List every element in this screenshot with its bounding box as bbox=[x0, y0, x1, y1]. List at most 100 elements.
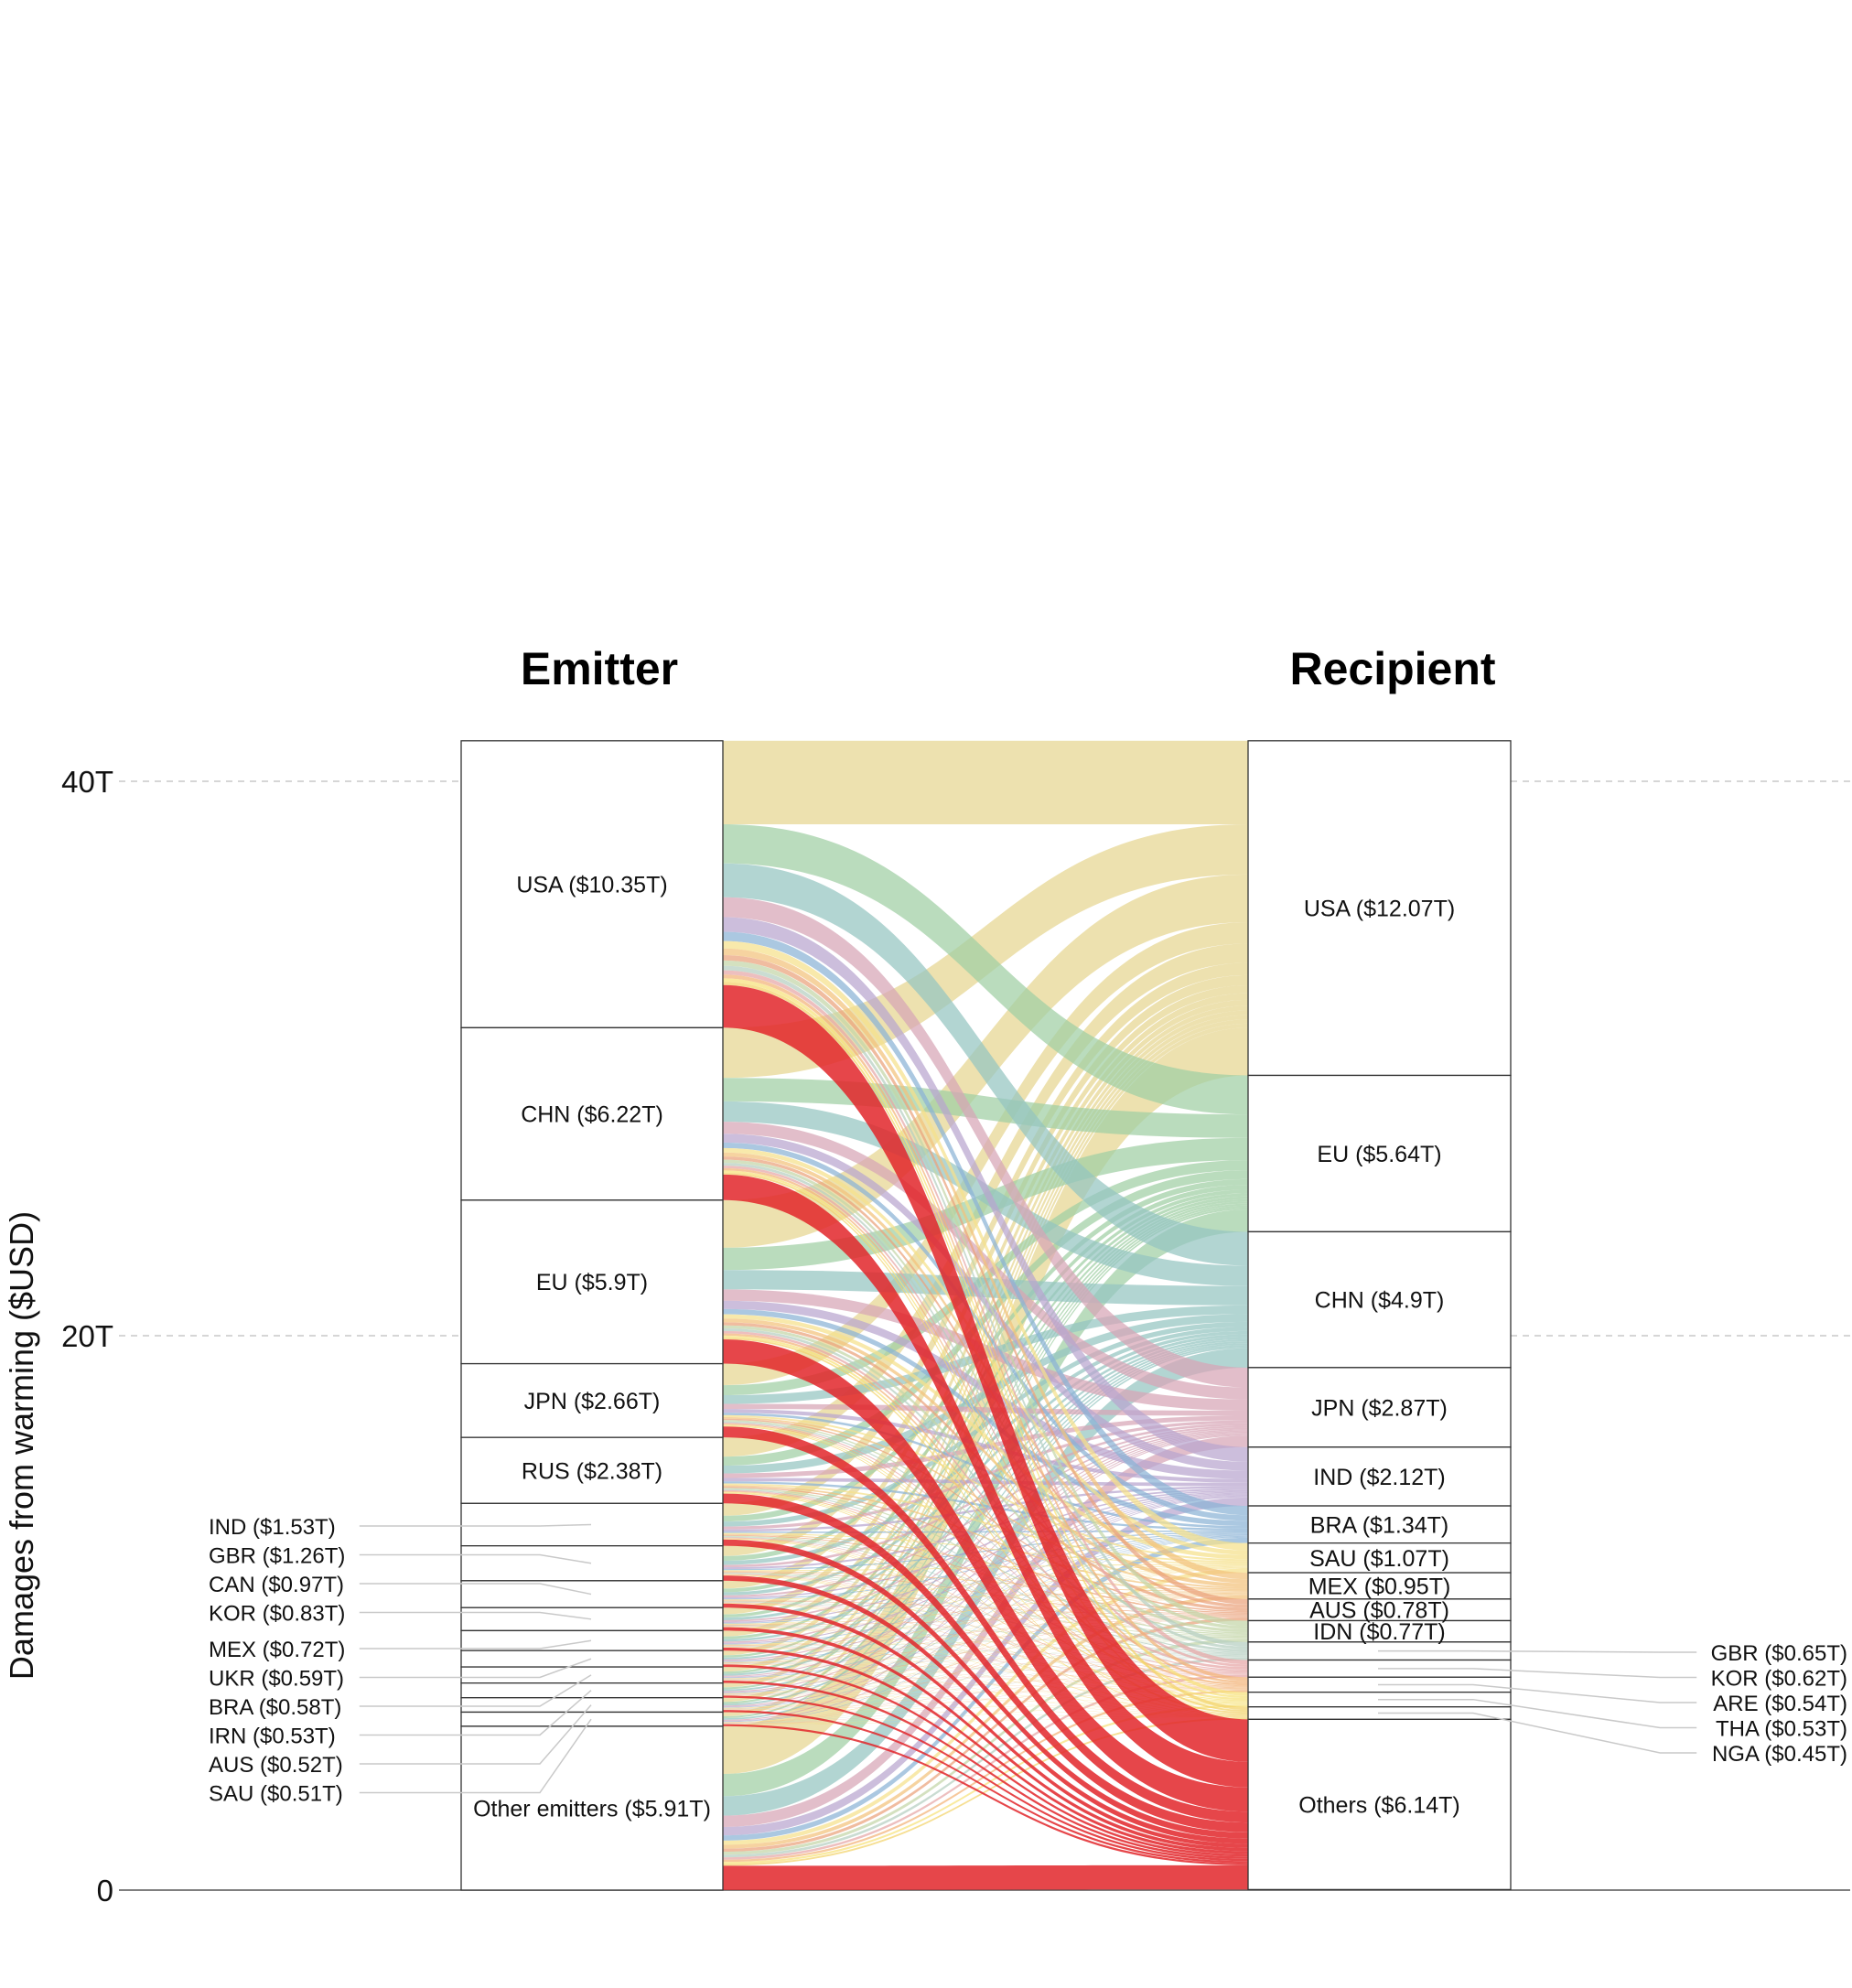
flow-mex-to-idn bbox=[723, 1637, 1248, 1647]
emitter-label-eu: EU ($5.9T) bbox=[536, 1270, 648, 1295]
flow-sau-to-idn bbox=[723, 1639, 1248, 1724]
flow-bra-to-mex bbox=[723, 1594, 1248, 1680]
flow-usa-to-others bbox=[723, 984, 1248, 1762]
flow-other-to-kor bbox=[723, 1674, 1248, 1860]
flow-chn-to-jpn bbox=[723, 1122, 1248, 1400]
flow-eu-to-are bbox=[723, 1333, 1248, 1686]
flow-bra-to-kor bbox=[723, 1673, 1248, 1681]
emitter-node-gbr bbox=[460, 1545, 724, 1582]
flow-mex-to-sau bbox=[723, 1565, 1248, 1646]
flow-gbr-to-nga bbox=[723, 1574, 1248, 1716]
recipient-node-sau bbox=[1247, 1542, 1512, 1574]
recipient-node-others bbox=[1247, 1718, 1512, 1891]
flow-eu-to-sau bbox=[723, 1314, 1248, 1560]
flow-jpn-to-kor bbox=[723, 1423, 1248, 1671]
flow-sau-to-chn bbox=[723, 1346, 1248, 1720]
flow-mex-to-others bbox=[723, 1647, 1248, 1854]
recipient-side-label-are: ARE ($0.54T) bbox=[1713, 1692, 1847, 1716]
flow-bra-to-usa bbox=[723, 1010, 1248, 1672]
flow-usa-to-idn bbox=[723, 960, 1248, 1627]
flow-mex-to-bra bbox=[723, 1534, 1248, 1645]
flow-irn-to-ind bbox=[723, 1495, 1248, 1693]
emitter-leader-irn bbox=[359, 1690, 592, 1736]
flow-jpn-to-tha bbox=[723, 1424, 1248, 1702]
flow-bra-to-bra bbox=[723, 1535, 1248, 1679]
flow-chn-to-kor bbox=[723, 1166, 1248, 1668]
flow-eu-to-kor bbox=[723, 1330, 1248, 1670]
recipient-leader-kor bbox=[1378, 1668, 1697, 1679]
flow-irn-to-others bbox=[723, 1695, 1248, 1862]
flow-mex-to-tha bbox=[723, 1647, 1248, 1704]
flow-kor-to-mex bbox=[723, 1592, 1248, 1626]
flow-eu-to-mex bbox=[723, 1318, 1248, 1587]
flow-kor-to-kor bbox=[723, 1626, 1248, 1674]
flow-aus-to-are bbox=[723, 1689, 1248, 1710]
flow-eu-to-others bbox=[723, 1339, 1248, 1812]
emitter-label-jpn: JPN ($2.66T) bbox=[524, 1389, 661, 1414]
flow-mex-to-are bbox=[723, 1647, 1248, 1690]
recipient-node-jpn bbox=[1247, 1367, 1512, 1448]
flow-usa-to-nga bbox=[723, 982, 1248, 1711]
emitter-node-bra bbox=[460, 1666, 724, 1684]
flow-can-to-tha bbox=[723, 1603, 1248, 1703]
flow-irn-to-sau bbox=[723, 1567, 1248, 1694]
flow-can-to-others bbox=[723, 1603, 1248, 1848]
emitter-side-label-mex: MEX ($0.72T) bbox=[209, 1638, 345, 1662]
flow-aus-to-sau bbox=[723, 1567, 1248, 1709]
recipient-label-eu: EU ($5.64T) bbox=[1317, 1142, 1441, 1167]
flow-sau-to-nga bbox=[723, 1717, 1248, 1725]
recipient-label-mex: MEX ($0.95T) bbox=[1308, 1574, 1451, 1599]
flow-rus-to-idn bbox=[723, 1488, 1248, 1635]
flow-chn-to-tha bbox=[723, 1170, 1248, 1699]
emitter-leader-bra bbox=[359, 1674, 592, 1707]
flow-bra-to-gbr bbox=[723, 1656, 1248, 1681]
recipient-label-usa: USA ($12.07T) bbox=[1304, 897, 1455, 922]
flow-irn-to-mex bbox=[723, 1594, 1248, 1694]
emitter-side-label-bra: BRA ($0.58T) bbox=[209, 1695, 341, 1720]
flow-mex-to-nga bbox=[723, 1647, 1248, 1717]
flow-can-to-mex bbox=[723, 1592, 1248, 1601]
emitter-node-irn bbox=[460, 1682, 724, 1699]
emitter-node-ind bbox=[460, 1502, 724, 1547]
emitter-label-chn: CHN ($6.22T) bbox=[521, 1102, 663, 1128]
flow-usa-to-aus bbox=[723, 954, 1248, 1605]
flow-kor-to-jpn bbox=[723, 1427, 1248, 1622]
node-layer bbox=[460, 740, 1512, 1891]
flow-kor-to-ind bbox=[723, 1491, 1248, 1623]
flow-rus-to-others bbox=[723, 1493, 1248, 1832]
emitter-leader-aus bbox=[359, 1704, 592, 1765]
flow-chn-to-nga bbox=[723, 1172, 1248, 1713]
emitter-node-chn bbox=[460, 1026, 724, 1201]
flow-ukr-to-jpn bbox=[723, 1430, 1248, 1661]
flow-eu-to-nga bbox=[723, 1338, 1248, 1714]
emitter-leader-can bbox=[359, 1583, 592, 1596]
flow-irn-to-aus bbox=[723, 1617, 1248, 1694]
flow-mex-to-aus bbox=[723, 1616, 1248, 1647]
emitter-leader-gbr bbox=[359, 1553, 592, 1564]
flow-irn-to-bra bbox=[723, 1536, 1248, 1693]
flow-jpn-to-gbr bbox=[723, 1421, 1248, 1653]
flow-sau-to-tha bbox=[723, 1704, 1248, 1725]
recipient-header: Recipient bbox=[1289, 643, 1495, 694]
y-axis-label: Damages from warming ($USD) bbox=[3, 1211, 40, 1680]
flow-kor-to-sau bbox=[723, 1565, 1248, 1625]
flow-kor-to-nga bbox=[723, 1627, 1248, 1717]
flow-chn-to-gbr bbox=[723, 1163, 1248, 1650]
flow-usa-to-tha bbox=[723, 978, 1248, 1696]
emitter-side-label-aus: AUS ($0.52T) bbox=[209, 1753, 343, 1778]
recipient-node-chn bbox=[1247, 1230, 1512, 1369]
emitter-side-label-ukr: UKR ($0.59T) bbox=[209, 1667, 344, 1692]
flow-chn-to-are bbox=[723, 1167, 1248, 1683]
flow-rus-to-nga bbox=[723, 1492, 1248, 1715]
flow-can-to-jpn bbox=[723, 1425, 1248, 1597]
flow-sau-to-sau bbox=[723, 1568, 1248, 1723]
flow-can-to-aus bbox=[723, 1600, 1248, 1616]
flow-other-to-gbr bbox=[723, 1657, 1248, 1858]
flow-aus-to-eu bbox=[723, 1205, 1248, 1704]
flow-kor-to-are bbox=[723, 1626, 1248, 1689]
flow-kor-to-gbr bbox=[723, 1625, 1248, 1657]
y-tick-label: 40T bbox=[61, 765, 113, 799]
flow-chn-to-sau bbox=[723, 1147, 1248, 1555]
emitter-leader-sau bbox=[359, 1718, 592, 1794]
recipient-node-usa bbox=[1247, 740, 1512, 1077]
